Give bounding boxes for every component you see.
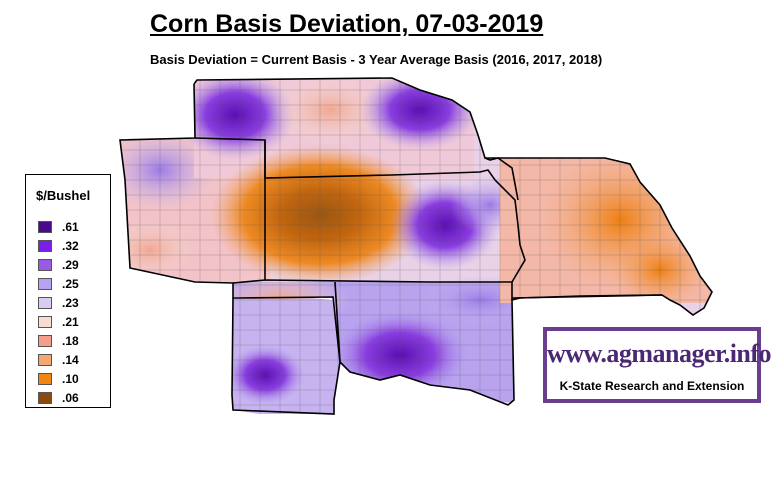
legend-item: .29 — [38, 257, 108, 273]
legend-label: .10 — [62, 372, 79, 386]
legend-swatch — [38, 278, 52, 290]
legend-item: .21 — [38, 314, 108, 330]
map-subtitle: Basis Deviation = Current Basis - 3 Year… — [150, 52, 603, 67]
legend-label: .25 — [62, 277, 79, 291]
state-borders — [119, 77, 713, 415]
legend-item: .18 — [38, 333, 108, 349]
brand-org: K-State Research and Extension — [559, 379, 745, 393]
legend-item: .23 — [38, 295, 108, 311]
legend-label: .29 — [62, 258, 79, 272]
legend-label: .61 — [62, 220, 79, 234]
legend-label: .18 — [62, 334, 79, 348]
legend-item: .10 — [38, 371, 108, 387]
legend-swatch — [38, 392, 52, 404]
legend-swatch — [38, 316, 52, 328]
county-grid — [120, 80, 712, 414]
legend-item: .32 — [38, 238, 108, 254]
legend-label: .32 — [62, 239, 79, 253]
legend-item: .14 — [38, 352, 108, 368]
legend-swatch — [38, 221, 52, 233]
legend-title: $/Bushel — [36, 188, 91, 203]
legend-swatch — [38, 297, 52, 309]
legend-item: .61 — [38, 219, 108, 235]
legend-label: .21 — [62, 315, 79, 329]
legend-item: .06 — [38, 390, 108, 406]
legend-swatch — [38, 259, 52, 271]
legend-swatch — [38, 373, 52, 385]
legend: $/Bushel .61 .32 .29 .25 .23 .21 .18 .14… — [25, 174, 111, 408]
legend-swatch — [38, 354, 52, 366]
legend-label: .23 — [62, 296, 79, 310]
legend-swatch — [38, 335, 52, 347]
agmanager-logo[interactable]: www.agmanager.info K-State Research and … — [543, 327, 772, 403]
legend-item: .25 — [38, 276, 108, 292]
map-title: Corn Basis Deviation, 07-03-2019 — [150, 10, 544, 38]
legend-label: .06 — [62, 391, 79, 405]
legend-swatch — [38, 240, 52, 252]
brand-url[interactable]: www.agmanager.info — [547, 339, 772, 368]
legend-label: .14 — [62, 353, 79, 367]
